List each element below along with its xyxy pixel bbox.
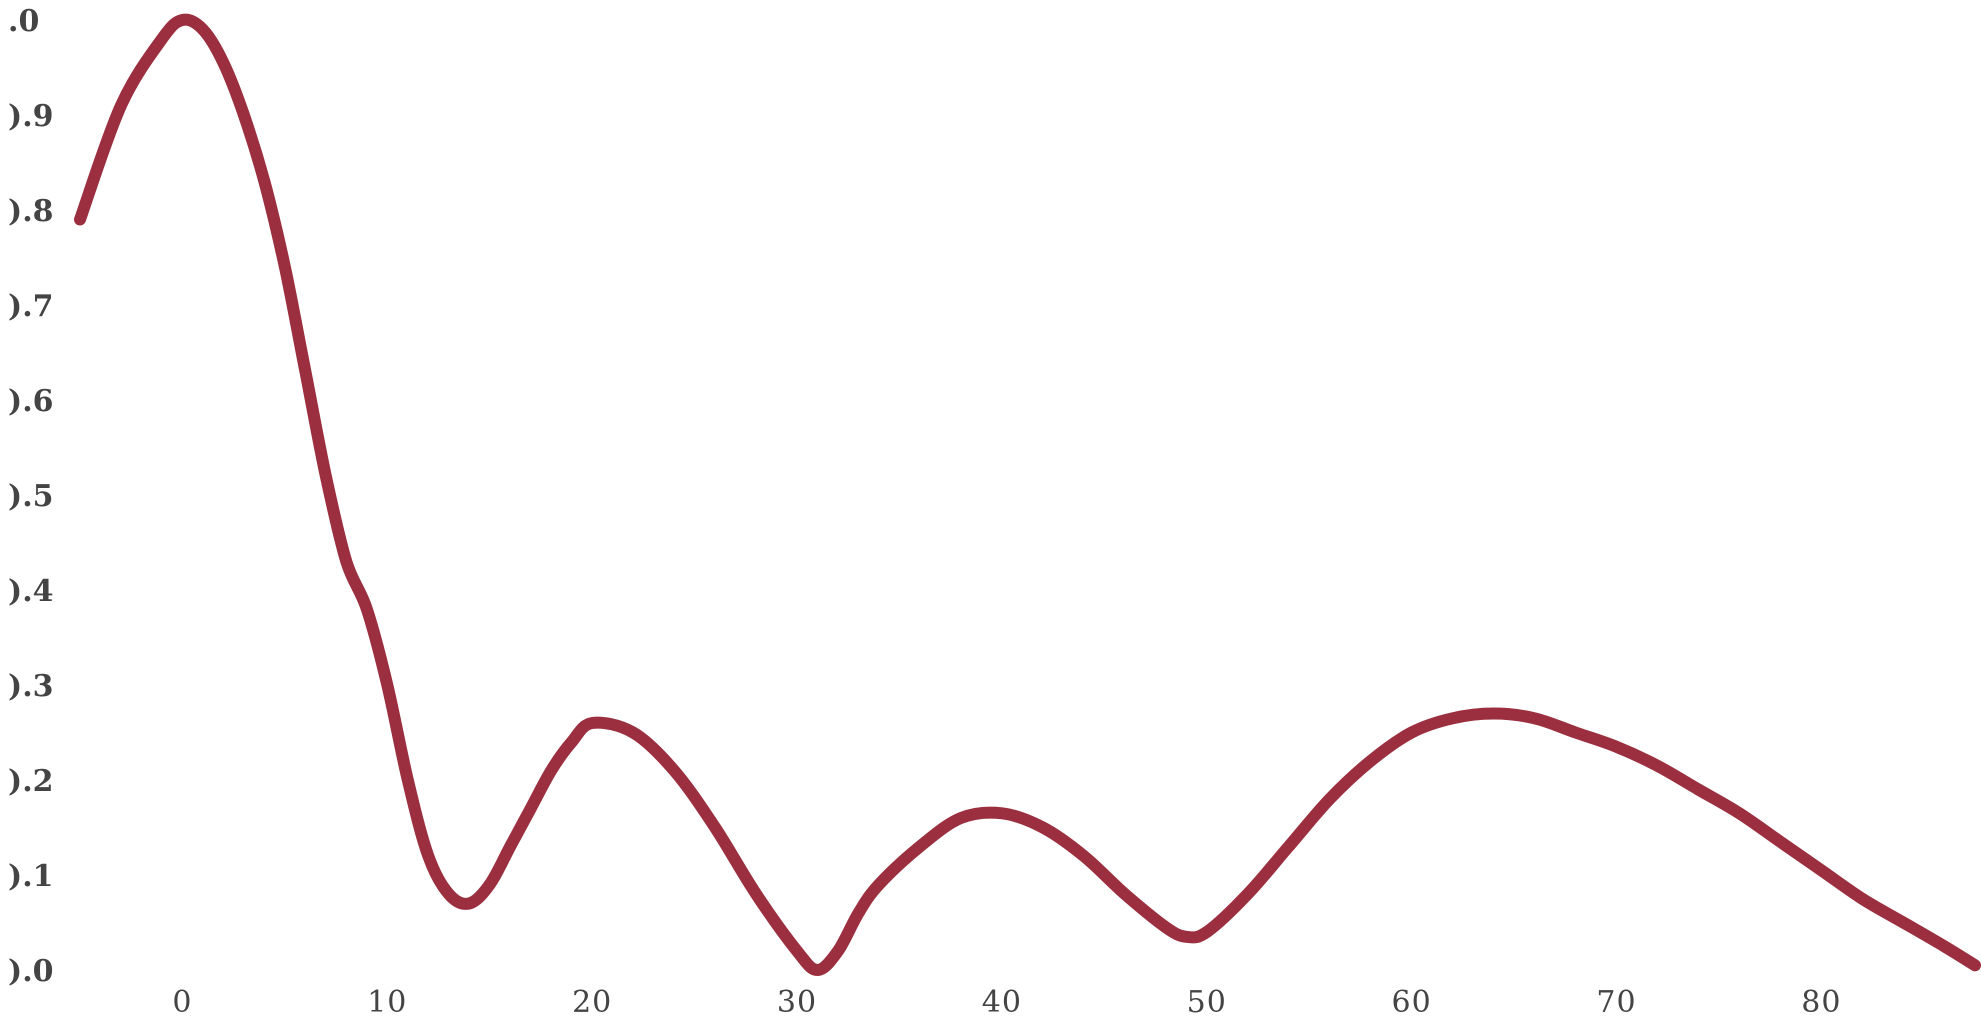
x-tick-label: 40 xyxy=(982,985,1022,1020)
x-tick-label: 50 xyxy=(1187,985,1227,1020)
y-tick-label: ).4 xyxy=(8,574,54,609)
y-tick-label: .0 xyxy=(8,4,39,39)
x-tick-label: 60 xyxy=(1392,985,1432,1020)
y-tick-label: ).2 xyxy=(8,764,54,799)
y-tick-label: ).9 xyxy=(8,99,54,134)
x-tick-label: 10 xyxy=(367,985,407,1020)
y-tick-label: ).0 xyxy=(8,954,54,989)
y-axis-tick-labels: ).0 ).1 ).2 ).3 ).4 ).5 ).6 ).7 ).8 ).9 .0 xyxy=(8,4,54,989)
x-tick-label: 30 xyxy=(777,985,817,1020)
x-tick-label: 70 xyxy=(1596,985,1636,1020)
x-tick-label: 20 xyxy=(572,985,612,1020)
y-tick-label: ).7 xyxy=(8,289,54,324)
y-tick-label: ).5 xyxy=(8,479,54,514)
y-tick-label: ).8 xyxy=(8,194,54,229)
y-tick-label: ).1 xyxy=(8,859,54,894)
y-tick-label: ).6 xyxy=(8,384,54,419)
x-axis-tick-labels: 0 10 20 30 40 50 60 70 80 xyxy=(172,985,1841,1020)
x-tick-label: 80 xyxy=(1801,985,1841,1020)
x-tick-label: 0 xyxy=(172,985,192,1020)
series-line xyxy=(74,13,1981,976)
y-tick-label: ).3 xyxy=(8,669,54,704)
